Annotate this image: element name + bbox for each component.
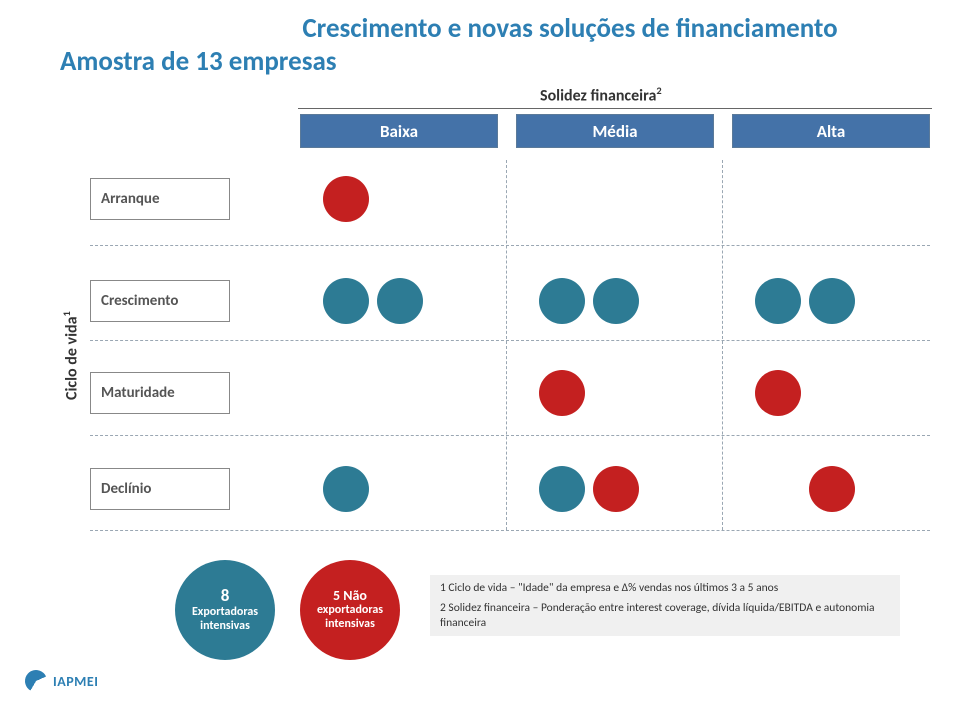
data-dot [377, 278, 423, 324]
footnotes: 1 Ciclo de vida – "Idade" da empresa e Δ… [430, 575, 900, 636]
logo: IAPMEI [25, 670, 98, 692]
row-label-declínio: Declínio [90, 468, 230, 510]
data-dot [593, 278, 639, 324]
data-dot [755, 370, 801, 416]
grid-h-line [90, 530, 930, 531]
y-axis-label: Ciclo de vida1 [60, 311, 81, 400]
footnote-line: 2 Solidez financeira – Ponderação entre … [440, 601, 890, 630]
data-dot [539, 466, 585, 512]
data-dot [755, 278, 801, 324]
legend-line: 5 Não [333, 588, 367, 604]
legend-line: intensivas [200, 620, 250, 634]
grid-h-line [90, 435, 930, 436]
sub-title: Amostra de 13 empresas [60, 45, 920, 78]
data-dot [323, 466, 369, 512]
logo-text: IAPMEI [53, 673, 98, 690]
data-dot [809, 278, 855, 324]
row-label-arranque: Arranque [90, 178, 230, 220]
x-axis-superscript: 2 [656, 84, 661, 97]
logo-icon [25, 670, 47, 692]
x-axis-label-text: Solidez financeira [540, 86, 656, 105]
column-header-alta: Alta [732, 114, 930, 148]
y-axis-superscript: 1 [60, 311, 73, 316]
column-header-baixa: Baixa [300, 114, 498, 148]
legend-line: Exportadoras [192, 606, 258, 620]
row-label-crescimento: Crescimento [90, 280, 230, 322]
data-dot [323, 278, 369, 324]
legend-circle: 5 Nãoexportadorasintensivas [300, 560, 400, 660]
data-dot [323, 176, 369, 222]
header-underline [298, 108, 932, 109]
x-axis-label: Solidez financeira2 [540, 84, 662, 105]
data-dot [539, 278, 585, 324]
data-dot [593, 466, 639, 512]
y-axis-label-text: Ciclo de vida [62, 317, 81, 400]
legend-circle: 8Exportadorasintensivas [175, 560, 275, 660]
grid-h-line [90, 340, 930, 341]
grid-v-line [506, 160, 507, 530]
column-header-média: Média [516, 114, 714, 148]
legend-line: exportadoras [317, 604, 383, 618]
title-block: Crescimento e novas soluções de financia… [60, 12, 920, 78]
legend-line: 8 [221, 586, 230, 606]
grid-v-line [722, 160, 723, 530]
grid-h-line [90, 245, 930, 246]
data-dot [809, 466, 855, 512]
slide: Crescimento e novas soluções de financia… [0, 0, 960, 712]
main-title: Crescimento e novas soluções de financia… [220, 12, 920, 45]
data-dot [539, 370, 585, 416]
footnote-line: 1 Ciclo de vida – "Idade" da empresa e Δ… [440, 581, 890, 595]
legend-line: intensivas [325, 618, 375, 632]
row-label-maturidade: Maturidade [90, 372, 230, 414]
